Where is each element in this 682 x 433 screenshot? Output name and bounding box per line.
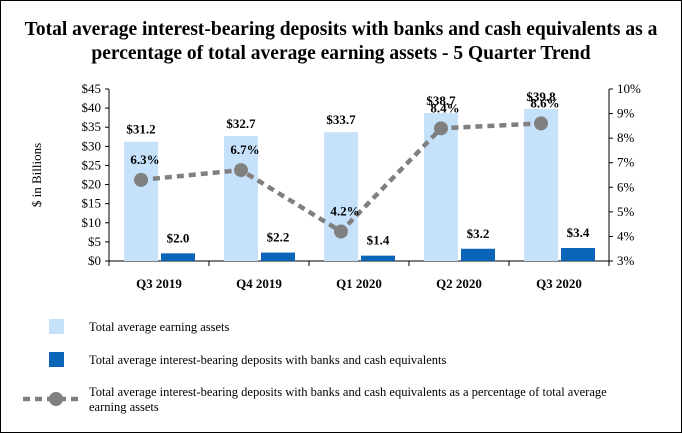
- bar-earning-assets: [224, 136, 258, 261]
- y-axis-left-tick-label: $40: [82, 100, 102, 115]
- bar-earning-assets: [524, 108, 558, 262]
- bar-earning-assets-label: $38.7: [426, 93, 456, 108]
- chart-title-line-2: percentage of total average earning asse…: [91, 43, 590, 64]
- x-axis-category-label: Q3 2019: [136, 276, 182, 291]
- y-axis-right-tick-label: 6%: [617, 179, 635, 194]
- line-percentage-point: [334, 224, 348, 239]
- legend-label-percentage-line-1: Total average interest-bearing deposits …: [89, 385, 607, 399]
- x-axis-category-label: Q3 2020: [536, 276, 582, 291]
- legend: Total average earning assets Total averag…: [23, 319, 607, 414]
- y-axis-left-tick-label: $10: [82, 215, 102, 230]
- y-axis-right-tick-label: 5%: [617, 204, 635, 219]
- x-axis-category-label: Q4 2019: [236, 276, 282, 291]
- bar-interest-bearing-deposits-label: $3.2: [467, 226, 490, 241]
- bar-earning-assets-label: $33.7: [326, 112, 356, 127]
- y-axis-right-tick-label: 3%: [617, 253, 635, 268]
- chart-title-line-1: Total average interest-bearing deposits …: [25, 19, 658, 40]
- y-axis-left-tick-label: $30: [82, 138, 102, 153]
- bar-interest-bearing-deposits-label: $2.0: [167, 230, 190, 245]
- bar-earning-assets: [424, 113, 458, 261]
- bar-earning-assets: [124, 141, 158, 261]
- x-axis-category-label: Q2 2020: [436, 276, 482, 291]
- legend-swatch-interest-bearing-deposits: [49, 352, 64, 367]
- bar-earning-assets-label: $39.8: [526, 89, 556, 104]
- bar-earning-assets-label: $31.2: [126, 122, 155, 137]
- y-axis-left-tick-label: $15: [82, 196, 102, 211]
- line-percentage-point: [534, 116, 548, 131]
- y-axis-left-tick-label: $25: [82, 157, 102, 172]
- line-percentage-point: [234, 163, 248, 178]
- line-percentage-point: [434, 121, 448, 136]
- y-axis-left-title: $ in Billions: [29, 143, 44, 207]
- y-axis-right-tick-label: 7%: [617, 155, 635, 170]
- y-axis-left-tick-label: $35: [82, 119, 102, 134]
- bar-earning-assets: [324, 132, 358, 261]
- bar-earning-assets-label: $32.7: [226, 116, 256, 131]
- bar-interest-bearing-deposits: [161, 253, 195, 261]
- line-percentage-point: [134, 172, 148, 187]
- bar-interest-bearing-deposits: [261, 252, 295, 261]
- x-axis-category-label: Q1 2020: [336, 276, 382, 291]
- bar-interest-bearing-deposits: [461, 248, 495, 261]
- legend-label-earning-assets: Total average earning assets: [89, 320, 230, 334]
- legend-label-percentage-line-2: earning assets: [89, 400, 159, 414]
- bar-interest-bearing-deposits-label: $1.4: [367, 233, 390, 248]
- bar-interest-bearing-deposits: [361, 255, 395, 261]
- line-percentage-label: 8.6%: [530, 95, 559, 110]
- legend-swatch-percentage-marker: [49, 392, 63, 406]
- bar-interest-bearing-deposits-label: $2.2: [267, 230, 290, 245]
- line-percentage-label: 8.4%: [430, 100, 459, 115]
- line-percentage-label: 6.3%: [130, 152, 159, 167]
- y-axis-right-tick-label: 10%: [617, 81, 641, 96]
- legend-swatch-earning-assets: [49, 319, 64, 334]
- y-axis-right-tick-label: 4%: [617, 228, 635, 243]
- line-percentage-label: 4.2%: [330, 204, 359, 219]
- bar-interest-bearing-deposits: [561, 248, 595, 261]
- y-axis-left-tick-label: $45: [82, 81, 102, 96]
- y-axis-left-tick-label: $20: [82, 177, 102, 192]
- bar-interest-bearing-deposits-label: $3.4: [567, 225, 590, 240]
- y-axis-left-tick-label: $5: [88, 234, 101, 249]
- y-axis-left-tick-label: $0: [88, 253, 101, 268]
- legend-label-interest-bearing-deposits: Total average interest-bearing deposits …: [89, 353, 446, 367]
- y-axis-right-tick-label: 9%: [617, 106, 635, 121]
- plot-area: $0 $5 $10 $15 $20 $25 $30 $35 $40 $45 3% 4% 5% 6% 7% 8%…: [82, 81, 642, 291]
- line-percentage-label: 6.7%: [230, 142, 259, 157]
- y-axis-right-tick-label: 8%: [617, 130, 635, 145]
